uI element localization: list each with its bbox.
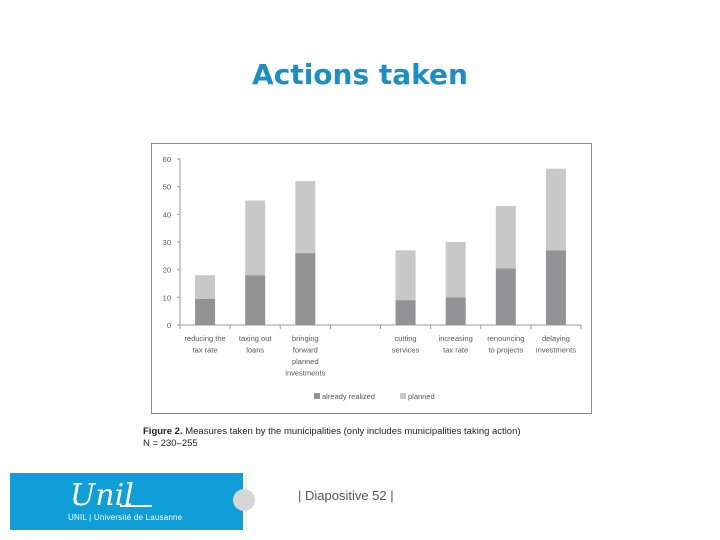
bar-planned xyxy=(195,275,216,299)
caption-label: Figure 2. xyxy=(143,426,183,437)
y-tick-label: 0 xyxy=(167,321,171,330)
x-tick-label: renouncing xyxy=(487,334,524,343)
y-tick-label: 40 xyxy=(163,210,171,219)
unil-logo-block xyxy=(10,473,243,530)
logo-subtitle: UNIL | Université de Lausanne xyxy=(68,513,183,522)
bar-planned xyxy=(245,200,266,276)
x-tick-label: increasing xyxy=(439,334,473,343)
x-tick-label: forward xyxy=(293,346,318,355)
x-tick-label: services xyxy=(392,346,420,355)
x-tick-label: reducing the xyxy=(184,334,225,343)
x-tick-label: to projects xyxy=(489,346,524,355)
bar-planned xyxy=(495,206,516,269)
slide-title: Actions taken xyxy=(252,58,468,91)
legend-label: planned xyxy=(408,392,435,401)
x-tick-label: tax rate xyxy=(193,346,218,355)
bar-realized xyxy=(395,300,416,325)
legend-swatch xyxy=(400,393,406,399)
y-tick-label: 60 xyxy=(163,155,171,164)
stacked-bar-chart: 0 10 20 30 40 50 60 reducing the tax rate taxing … xyxy=(163,155,582,401)
y-tick-label: 30 xyxy=(163,238,171,247)
x-tick-label: loans xyxy=(246,346,264,355)
bar-realized xyxy=(545,250,566,325)
footer-dot-icon xyxy=(233,489,255,511)
caption-text: Measures taken by the municipalities (on… xyxy=(185,426,521,437)
x-tick-label: planned xyxy=(292,357,319,366)
logo-underline xyxy=(120,505,152,507)
x-tick-label: tax rate xyxy=(443,346,468,355)
x-tick-label: taxing out xyxy=(239,334,272,343)
y-tick-label: 50 xyxy=(163,183,171,192)
chart-frame: 0 10 20 30 40 50 60 reducing the tax rate taxing … xyxy=(151,143,592,414)
bar-realized xyxy=(245,275,266,325)
bar-realized xyxy=(495,268,516,325)
bar-realized xyxy=(445,297,466,325)
bar-planned xyxy=(545,168,566,251)
y-tick-label: 20 xyxy=(163,266,171,275)
x-tick-label: delaying xyxy=(542,334,570,343)
legend-swatch xyxy=(314,393,320,399)
unil-logo: Unil xyxy=(70,478,134,513)
figure-caption: Figure 2. Measures taken by the municipa… xyxy=(143,426,593,450)
slide-number: | Diapositive 52 | xyxy=(298,488,394,503)
x-tick-label: bringing xyxy=(292,334,319,343)
bar-planned xyxy=(295,181,316,254)
bar-planned xyxy=(395,250,416,301)
bar-realized xyxy=(295,253,316,325)
caption-n: N = 230–255 xyxy=(143,438,198,449)
legend-label: already realized xyxy=(322,392,375,401)
bar-realized xyxy=(195,298,216,325)
y-tick-label: 10 xyxy=(163,293,171,302)
bar-planned xyxy=(445,242,466,298)
x-tick-label: investments xyxy=(285,369,325,378)
footer-right-panel xyxy=(246,473,715,530)
x-tick-label: cutting xyxy=(395,334,417,343)
x-tick-label: investments xyxy=(536,346,576,355)
